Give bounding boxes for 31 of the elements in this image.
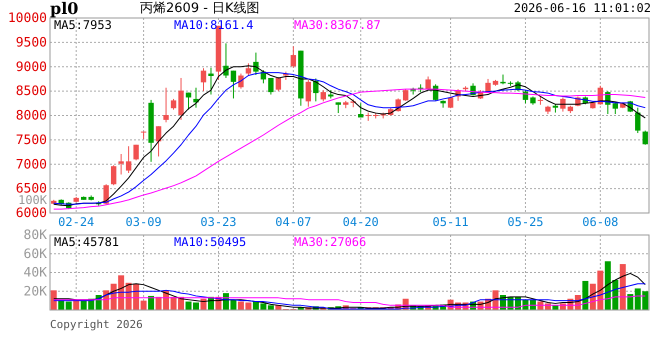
x-tick-label: 04-20: [342, 215, 379, 229]
x-tick-label: 03-09: [126, 215, 162, 229]
y-tick-label: 80K: [24, 228, 48, 243]
text: Copyright 2026: [50, 318, 143, 331]
y-tick-label: 20K: [24, 284, 48, 300]
annotation: pl0: [50, 0, 78, 18]
y-tick-label: 8000: [16, 108, 47, 124]
x-tick-label: 05-25: [507, 215, 544, 229]
text: 100K: [18, 193, 48, 207]
y-tick-label: 8500: [16, 84, 47, 100]
chart-title: 丙烯2609 - 日K线图: [140, 1, 260, 16]
x-tick-label: 02-24: [58, 215, 94, 229]
y-tick-label: 60K: [24, 246, 48, 262]
text: MA5:7953: [54, 18, 112, 32]
x-tick-label: 05-11: [432, 215, 469, 229]
y-tick-label: 9500: [16, 35, 47, 50]
text: MA10:50495: [174, 235, 246, 249]
text: MA30:27066: [294, 235, 366, 249]
text: MA10:8161.4: [174, 18, 254, 32]
y-tick-label: 6000: [16, 206, 47, 221]
y-tick-label: 40K: [24, 266, 48, 280]
y-tick-label: 7000: [16, 157, 47, 172]
y-tick-label: 10000: [8, 11, 47, 26]
text: MA30:8367.87: [294, 18, 381, 32]
y-tick-label: 7500: [16, 132, 47, 148]
y-tick-label: 9000: [16, 60, 47, 75]
x-tick-label: 03-23: [200, 215, 237, 229]
x-tick-label: 04-07: [275, 215, 312, 229]
x-tick-label: 06-08: [582, 215, 618, 229]
text: 2026-06-16 11:01:02: [514, 1, 651, 15]
text: MA5:45781: [54, 235, 120, 249]
